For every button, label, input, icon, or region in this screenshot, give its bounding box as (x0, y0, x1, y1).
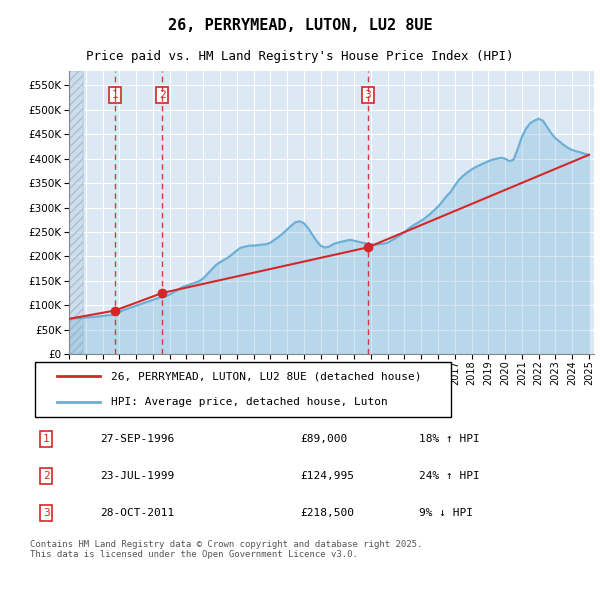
Text: £218,500: £218,500 (300, 508, 354, 518)
Text: Price paid vs. HM Land Registry's House Price Index (HPI): Price paid vs. HM Land Registry's House … (86, 50, 514, 63)
Text: Contains HM Land Registry data © Crown copyright and database right 2025.
This d: Contains HM Land Registry data © Crown c… (30, 540, 422, 559)
Text: 1: 1 (112, 90, 118, 100)
Text: 23-JUL-1999: 23-JUL-1999 (100, 471, 175, 481)
Text: 2: 2 (43, 471, 50, 481)
Text: 26, PERRYMEAD, LUTON, LU2 8UE: 26, PERRYMEAD, LUTON, LU2 8UE (167, 18, 433, 32)
Text: 1: 1 (43, 434, 50, 444)
Text: 9% ↓ HPI: 9% ↓ HPI (419, 508, 473, 518)
Text: 26, PERRYMEAD, LUTON, LU2 8UE (detached house): 26, PERRYMEAD, LUTON, LU2 8UE (detached … (111, 372, 421, 381)
Text: 3: 3 (43, 508, 50, 518)
Text: 3: 3 (365, 90, 371, 100)
Text: 18% ↑ HPI: 18% ↑ HPI (419, 434, 479, 444)
Text: HPI: Average price, detached house, Luton: HPI: Average price, detached house, Luto… (111, 398, 388, 407)
Text: 27-SEP-1996: 27-SEP-1996 (100, 434, 175, 444)
Text: £89,000: £89,000 (300, 434, 347, 444)
Text: 28-OCT-2011: 28-OCT-2011 (100, 508, 175, 518)
Text: 2: 2 (159, 90, 166, 100)
Text: £124,995: £124,995 (300, 471, 354, 481)
FancyBboxPatch shape (35, 362, 451, 417)
Text: 24% ↑ HPI: 24% ↑ HPI (419, 471, 479, 481)
